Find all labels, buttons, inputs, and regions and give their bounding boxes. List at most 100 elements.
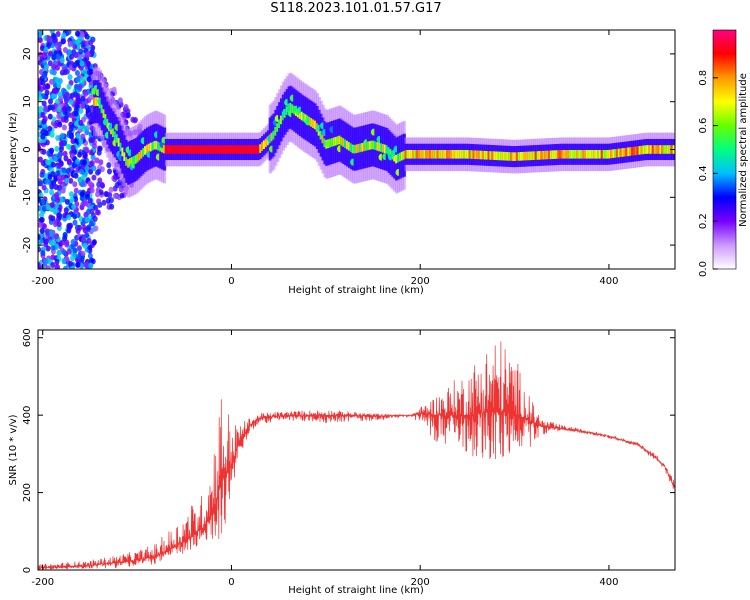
- spectrogram-noise-cell: [70, 243, 76, 250]
- spectrogram-ridge-core: [153, 140, 157, 150]
- spectrogram-ridge-core: [430, 149, 435, 159]
- spectrogram-noise-cell: [72, 62, 78, 69]
- spectrogram-ridge-core: [534, 151, 538, 160]
- spectrogram-ridge-core: [353, 144, 357, 154]
- spectrogram-ridge-core: [593, 149, 597, 159]
- spectrogram-ridge-core: [389, 149, 393, 158]
- spectrogram-noise-cell: [62, 106, 68, 113]
- spectrogram-ridge-core: [274, 127, 278, 136]
- spectrogram-ridge-core: [489, 151, 493, 160]
- spectrogram-noise-cell: [64, 256, 70, 263]
- spectrogram-noise-cell: [63, 116, 69, 123]
- spectrogram-ridge-core: [304, 114, 308, 123]
- spectrogram-ridge-core: [531, 151, 535, 161]
- spectrogram-noise-cell: [38, 221, 43, 228]
- spectrogram-ridge-core: [310, 118, 314, 127]
- spectrogram-ridge-core: [157, 141, 161, 151]
- spectrogram-ridge-core: [142, 148, 146, 157]
- snr-y-tick-label: 200: [22, 483, 33, 502]
- spectrogram-noise-cell: [87, 197, 93, 204]
- spectrogram-noise-cell: [55, 135, 61, 142]
- spectrogram-ridge-core: [134, 155, 138, 164]
- spectrogram-ridge-core: [457, 149, 461, 159]
- spectrogram-ridge-core: [504, 151, 508, 161]
- spectrogram-ridge-core: [581, 149, 586, 159]
- snr-marks: [38, 341, 675, 570]
- spectrogram-noise-cell: [86, 237, 92, 244]
- spectrogram-noise-cell: [123, 104, 129, 111]
- spectrogram-ridge-core: [412, 149, 416, 159]
- spectrogram-noise-cell: [47, 113, 53, 120]
- spectrogram-noise-cell: [40, 133, 46, 140]
- spectrogram-ridge-core: [629, 147, 633, 156]
- spectrogram-noise-cell: [55, 197, 61, 204]
- spectrogram-ridge-core: [651, 145, 655, 154]
- spectrogram-noise-cell: [52, 208, 58, 215]
- spectrogram-noise-cell: [79, 32, 85, 39]
- spectrogram-noise-cell: [56, 184, 62, 191]
- spectrogram-noise-cell: [64, 177, 70, 184]
- spectrogram-ridge-core: [495, 151, 499, 161]
- spectrogram-noise-cell: [106, 162, 112, 169]
- spectrogram-noise-cell: [42, 116, 48, 123]
- spectrogram-noise-cell: [88, 220, 94, 227]
- spectrogram-noise-cell: [132, 117, 138, 124]
- spectrogram-noise-cell: [38, 180, 44, 187]
- spectrogram-ridge-core: [302, 113, 306, 122]
- spectrogram-ridge-core: [381, 143, 386, 153]
- snr-x-label: Height of straight line (km): [288, 585, 424, 596]
- spectrogram-ridge-core: [614, 149, 618, 158]
- spectrogram-noise-cell: [38, 51, 44, 58]
- spectrogram-ridge-core: [200, 145, 204, 154]
- spectrogram-noise-cell: [79, 77, 85, 84]
- spectrogram-noise-cell: [60, 38, 66, 45]
- spectrogram-ridge-core: [174, 145, 178, 154]
- spectrogram-noise-cell: [98, 159, 104, 166]
- spectrogram-ridge-core: [455, 149, 459, 159]
- spectrogram-noise-cell: [66, 248, 72, 255]
- spectrogram-noise-cell: [64, 198, 70, 205]
- spectrogram-ridge-core: [661, 145, 665, 154]
- spectrogram-ridge-core: [313, 120, 318, 130]
- spectrogram-ridge-core: [544, 150, 548, 160]
- spectrogram-noise-cell: [76, 97, 82, 104]
- spectrogram-noise-cell: [73, 187, 79, 194]
- spectrogram-ridge-core: [510, 152, 514, 161]
- spectrogram-ridge-core: [100, 104, 104, 114]
- spectrogram-noise-cell: [70, 138, 76, 145]
- spectrogram-noise-cell: [73, 172, 79, 179]
- spectrogram-ridge-core: [587, 149, 591, 159]
- spectrogram-noise-cell: [59, 57, 65, 64]
- spectrogram-ridge-core: [111, 128, 116, 138]
- colorbar-ticks: 0.0 0.2 0.4 0.6 0.8: [698, 70, 718, 277]
- spectrogram-ridge-core: [515, 152, 520, 161]
- spectrogram-noise-cell: [56, 106, 62, 113]
- spectrogram-ridge-core: [572, 149, 576, 159]
- spectrogram-ridge-core: [172, 145, 176, 154]
- spectrogram-noise-cell: [88, 168, 94, 175]
- spectrogram-noise-cell: [38, 86, 44, 93]
- spectrogram-noise-cell: [73, 83, 79, 90]
- spectrogram-ridge-core: [193, 145, 197, 154]
- spectrogram-ridge-core: [342, 138, 346, 147]
- spectrogram-ridge-core: [402, 150, 406, 160]
- spectrogram-ridge-core: [461, 149, 465, 159]
- spectrogram-noise-cell: [38, 37, 43, 44]
- spectrogram-ridge-core: [332, 137, 337, 147]
- spectrogram-ridge-core: [568, 149, 572, 159]
- spectrogram-ridge-core: [517, 152, 521, 161]
- spectrogram-ridge-core: [238, 145, 242, 154]
- spectrogram-noise-cell: [54, 191, 60, 198]
- snr-x-tick-label: 400: [599, 577, 618, 588]
- spectrogram-noise-cell: [38, 246, 41, 253]
- spectrogram-noise-cell: [61, 249, 67, 256]
- spectrogram-noise-cell: [68, 125, 74, 132]
- spectrogram-ridge-core: [646, 145, 650, 154]
- spectrogram-noise-cell: [88, 39, 94, 46]
- spectrogram-ridge-core: [349, 143, 354, 152]
- spectrogram-ridge-core: [525, 151, 529, 161]
- spectrogram-ridge-core: [485, 150, 489, 160]
- spectrogram-ridge-core: [413, 149, 418, 159]
- spectrogram-ridge-core: [566, 149, 571, 159]
